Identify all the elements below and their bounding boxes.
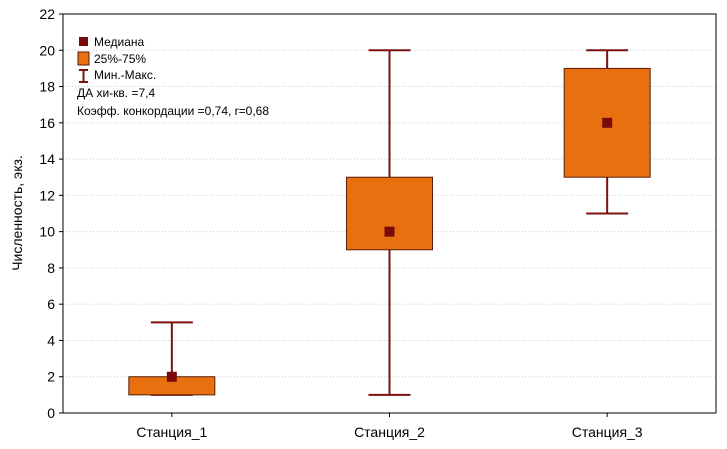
y-tick-label: 6 (47, 296, 55, 312)
legend-median-label: Медиана (94, 35, 145, 49)
legend-whisker-marker (79, 69, 88, 83)
box-group (563, 49, 651, 215)
y-tick-label: 16 (39, 115, 55, 131)
legend-median-marker (79, 37, 88, 46)
box-group (346, 49, 433, 396)
legend-whisker-label: Мин.-Макс. (94, 68, 156, 82)
y-tick-labels: 0 2 4 6 8 10 12 14 16 18 20 22 (39, 6, 63, 421)
y-tick-label: 2 (47, 369, 55, 385)
legend-box-swatch (77, 51, 90, 66)
x-tick-label: Станция_1 (136, 424, 207, 440)
y-tick-label: 0 (47, 405, 55, 421)
y-tick-label: 20 (39, 42, 55, 58)
x-tick-label: Станция_2 (354, 424, 425, 440)
x-tick-labels: Станция_1 Станция_2 Станция_3 (136, 413, 643, 440)
y-tick-label: 14 (39, 151, 55, 167)
legend-box-label: 25%-75% (94, 52, 146, 66)
y-tick-label: 12 (39, 187, 55, 203)
legend: Медиана 25%-75% Мин.-Макс. ДА хи-кв. =7,… (77, 35, 269, 118)
y-tick-label: 22 (39, 6, 55, 22)
y-tick-label: 4 (47, 332, 55, 348)
median-marker (384, 226, 395, 237)
legend-annotation-concordance: Коэфф. конкордации =0,74, r=0,68 (77, 104, 269, 118)
boxes (128, 49, 651, 396)
y-axis-title: Численность, экз. (9, 155, 25, 271)
box-group (128, 321, 216, 396)
y-tick-label: 8 (47, 260, 55, 276)
median-marker (602, 117, 613, 128)
y-tick-label: 10 (39, 224, 55, 240)
iqr-box (346, 176, 433, 251)
legend-annotation-chi-square: ДА хи-кв. =7,4 (77, 86, 155, 100)
x-tick-label: Станция_3 (572, 424, 643, 440)
y-tick-label: 18 (39, 79, 55, 95)
median-marker (166, 371, 177, 382)
